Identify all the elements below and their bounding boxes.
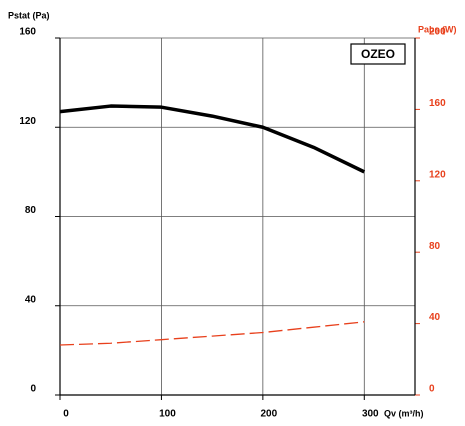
y-tick-label: 80 <box>25 205 37 216</box>
y-tick-label: 0 <box>30 384 36 395</box>
y2-tick-label: 200 <box>429 27 446 38</box>
x-tick-label: 100 <box>159 409 176 420</box>
y-tick-label: 40 <box>25 294 37 305</box>
y2-tick-label: 120 <box>429 169 446 180</box>
y-tick-label: 160 <box>19 27 36 38</box>
y-tick-label: 120 <box>19 116 36 127</box>
annotation: OZEO <box>361 47 395 61</box>
y2-tick-label: 80 <box>429 241 441 252</box>
y-axis-title: Pstat (Pa) <box>8 10 50 20</box>
x-tick-label: 0 <box>63 409 69 420</box>
y2-tick-label: 40 <box>429 312 441 323</box>
x-axis-title: Qv (m³/h) <box>384 408 424 418</box>
y2-tick-label: 160 <box>429 98 446 109</box>
y2-axis-title: Pabs (W) <box>418 24 457 34</box>
annotation-box <box>350 43 406 65</box>
series-line <box>59 321 365 346</box>
x-tick-label: 300 <box>362 409 379 420</box>
x-tick-label: 200 <box>261 409 278 420</box>
series-line <box>59 104 366 174</box>
y2-tick-label: 0 <box>429 384 435 395</box>
